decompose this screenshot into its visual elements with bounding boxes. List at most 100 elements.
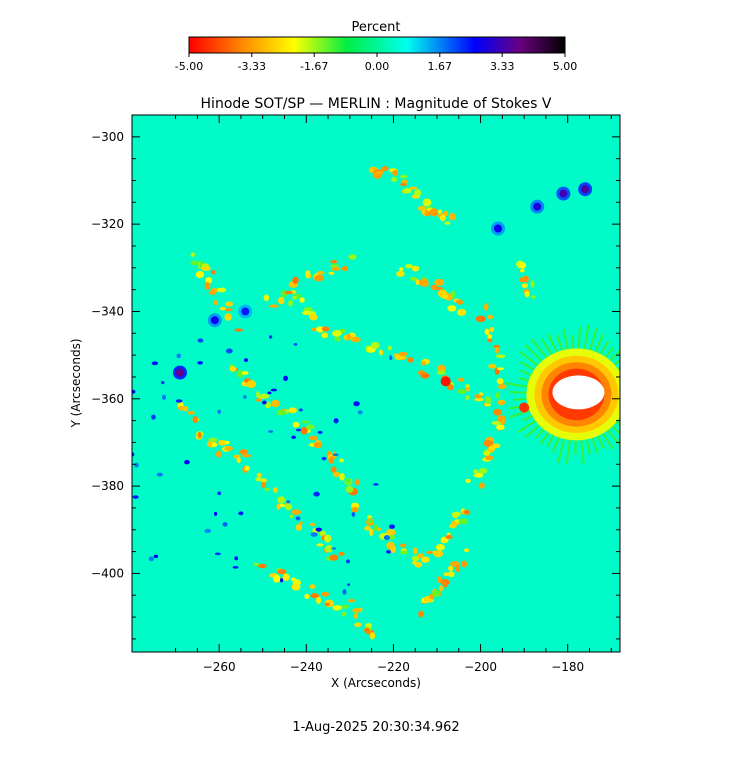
positive-speck [217, 491, 221, 496]
positive-speck [132, 452, 135, 457]
network-patch [399, 174, 408, 179]
network-patch [332, 472, 341, 478]
network-patch [412, 560, 417, 565]
network-patch [328, 456, 335, 464]
network-patch [418, 610, 424, 618]
negative-knot [440, 376, 451, 387]
network-patch [201, 266, 211, 271]
network-patch [413, 547, 418, 555]
y-tick-label: −300 [91, 130, 124, 144]
positive-speck [176, 353, 181, 359]
network-patch [459, 518, 469, 525]
network-patch [378, 349, 384, 355]
network-patch [399, 267, 404, 272]
network-patch [288, 407, 297, 414]
network-patch [334, 336, 341, 342]
network-patch [426, 550, 434, 554]
positive-speck [153, 554, 159, 559]
network-patch [253, 562, 260, 567]
positive-speck [342, 589, 347, 595]
network-patch [234, 328, 243, 332]
network-patch [301, 420, 311, 424]
network-patch [530, 280, 535, 288]
positive-speck [132, 389, 136, 394]
network-patch [292, 421, 300, 428]
network-patch [338, 551, 345, 556]
positive-speck [134, 462, 139, 468]
network-patch [392, 170, 399, 176]
network-patch [258, 563, 267, 569]
positive-speck [310, 532, 318, 537]
network-patch [443, 210, 449, 217]
network-patch [455, 564, 461, 573]
network-patch [483, 439, 494, 447]
network-patch [273, 487, 278, 493]
axes: −260 −240 −220 −200 −180 −300 −320 −340 −360 −380… [91, 114, 620, 674]
positive-speck [222, 522, 228, 527]
network-patch [305, 270, 311, 279]
positive-speck [295, 428, 302, 432]
positive-speck [293, 343, 298, 346]
network-patch [439, 585, 444, 592]
network-patch [229, 366, 237, 372]
network-patch [451, 511, 461, 517]
positive-speck [389, 355, 393, 361]
positive-speck [225, 348, 233, 354]
network-patch [493, 408, 502, 416]
network-patch [195, 270, 205, 279]
network-patch [311, 327, 316, 332]
network-patch [354, 622, 362, 627]
network-patch [405, 263, 413, 269]
network-patch [400, 543, 407, 548]
network-patch [435, 543, 445, 551]
network-patch [181, 405, 189, 412]
network-patch [259, 393, 270, 399]
network-patch [364, 525, 371, 531]
positive-speck [270, 388, 278, 392]
network-patch [330, 263, 339, 268]
network-patch [192, 416, 199, 424]
network-patch [394, 354, 404, 361]
x-tick-label: −200 [464, 660, 497, 674]
network-patch [391, 177, 398, 182]
network-patch [491, 421, 501, 426]
colorbar-label: Percent [352, 20, 401, 35]
network-patch [429, 208, 439, 217]
network-patch [448, 571, 455, 578]
y-tick-label: −360 [91, 392, 124, 406]
network-patch [445, 535, 453, 540]
network-patch [289, 514, 294, 518]
positive-speck [317, 430, 323, 434]
positive-speck [315, 527, 322, 532]
network-patch [440, 578, 450, 586]
network-patch [478, 467, 488, 474]
network-patch [450, 290, 456, 298]
network-patch [437, 209, 442, 214]
network-patch [278, 296, 285, 305]
network-patch [523, 275, 529, 283]
network-patch [424, 209, 431, 217]
network-patch [489, 326, 495, 333]
network-patch [464, 384, 470, 388]
network-patch [421, 556, 430, 563]
network-patch [354, 479, 360, 486]
network-patch [330, 466, 337, 474]
network-patch [261, 481, 267, 488]
network-patch [298, 521, 303, 525]
network-patch [399, 550, 409, 555]
network-patch [484, 396, 492, 404]
positive-speck [386, 550, 391, 554]
network-patch [291, 583, 301, 591]
positive-spot [175, 368, 184, 377]
x-tick-label: −220 [377, 660, 410, 674]
positive-speck [132, 495, 139, 499]
network-patch [456, 299, 464, 305]
network-patch [519, 262, 527, 269]
network-patch [465, 386, 471, 392]
positive-speck [280, 578, 284, 583]
network-patch [396, 270, 405, 277]
positive-speck [383, 535, 390, 541]
y-tick-label: −400 [91, 566, 124, 580]
network-patch [292, 276, 299, 284]
network-patch [488, 445, 496, 452]
